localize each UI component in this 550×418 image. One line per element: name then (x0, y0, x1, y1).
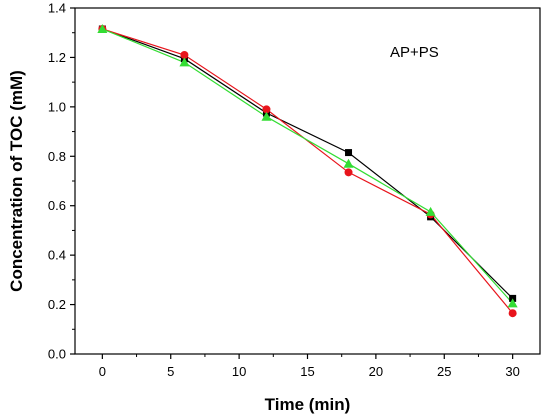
x-tick-label: 15 (300, 364, 314, 379)
y-tick-label: 0.4 (48, 248, 66, 263)
plot-frame (74, 7, 541, 355)
ticks-layer: 0 5 10 15 20 25 30 0.0 0.2 0.4 0.6 0.8 1.0 1.2 1.4 (48, 1, 520, 380)
x-tick-label: 10 (232, 364, 246, 379)
x-tick-label: 5 (167, 364, 174, 379)
series-layer (97, 24, 518, 318)
series-1-point (345, 149, 353, 157)
y-tick-label: 1.0 (48, 99, 66, 114)
series-1-line (102, 28, 514, 299)
series-3-point (179, 57, 190, 67)
y-tick-label: 0.0 (48, 347, 66, 362)
series-3-point (261, 111, 272, 121)
axes-layer (74, 7, 541, 355)
y-axis-title: Concentration of TOC (mM) (7, 70, 26, 292)
y-tick-label: 0.2 (48, 297, 66, 312)
x-tick-label: 25 (437, 364, 451, 379)
series-3-line (102, 28, 514, 304)
series-2-point (508, 309, 517, 318)
series-3-point (507, 298, 518, 308)
y-tick-label: 0.6 (48, 198, 66, 213)
series-3-point (425, 206, 436, 216)
series-3-point (97, 24, 108, 34)
series-2-point (344, 168, 353, 177)
x-tick-label: 20 (369, 364, 383, 379)
x-tick-label: 0 (99, 364, 106, 379)
y-tick-label: 0.8 (48, 149, 66, 164)
y-tick-label: 1.4 (48, 1, 66, 16)
series-2-point (180, 50, 189, 59)
x-tick-label: 30 (505, 364, 519, 379)
y-tick-label: 1.2 (48, 50, 66, 65)
series-2-line (102, 28, 514, 314)
series-3-point (343, 158, 354, 168)
series-2-point (262, 105, 271, 114)
chart-annotation: AP+PS (390, 44, 439, 61)
x-axis-title: Time (min) (265, 395, 351, 414)
